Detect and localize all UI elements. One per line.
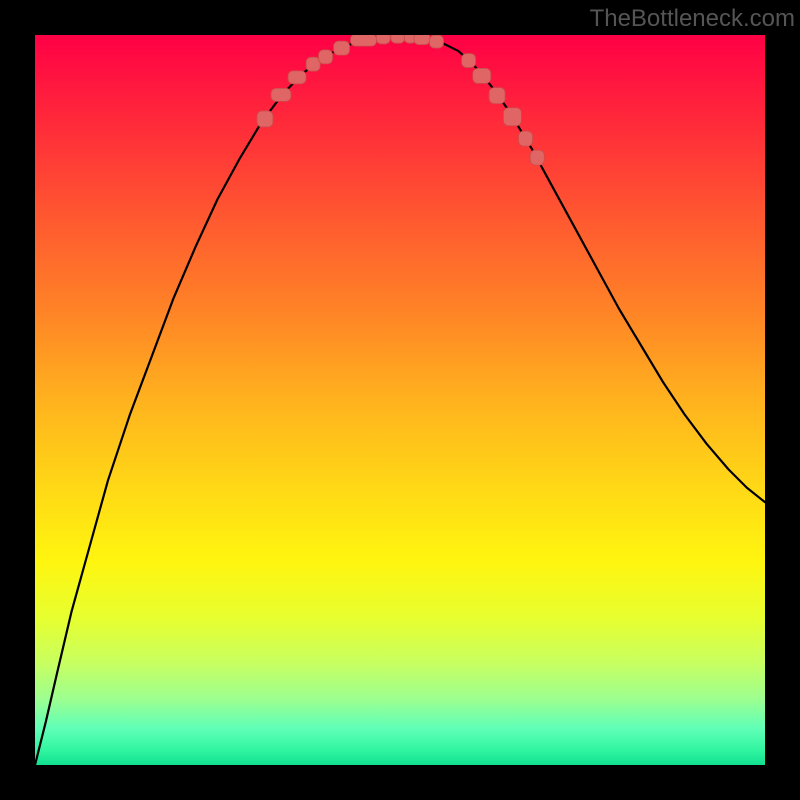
scatter-marker — [473, 68, 491, 83]
scatter-marker — [351, 35, 377, 46]
scatter-marker — [257, 111, 273, 127]
watermark-label: TheBottleneck.com — [590, 5, 795, 33]
scatter-marker — [530, 150, 544, 165]
plot-svg — [35, 35, 765, 765]
gradient-background — [35, 35, 765, 765]
chart-frame: TheBottleneck.com — [0, 0, 800, 800]
scatter-marker — [288, 71, 306, 84]
scatter-marker — [319, 50, 333, 64]
plot-area — [35, 35, 765, 765]
scatter-marker — [391, 35, 405, 43]
scatter-marker — [489, 88, 505, 104]
scatter-marker — [414, 35, 430, 45]
scatter-marker — [519, 131, 533, 146]
scatter-marker — [430, 35, 444, 48]
scatter-marker — [334, 41, 350, 55]
scatter-marker — [376, 35, 390, 44]
scatter-marker — [503, 108, 521, 126]
scatter-marker — [271, 88, 291, 101]
scatter-marker — [306, 57, 320, 71]
scatter-marker — [462, 54, 476, 68]
